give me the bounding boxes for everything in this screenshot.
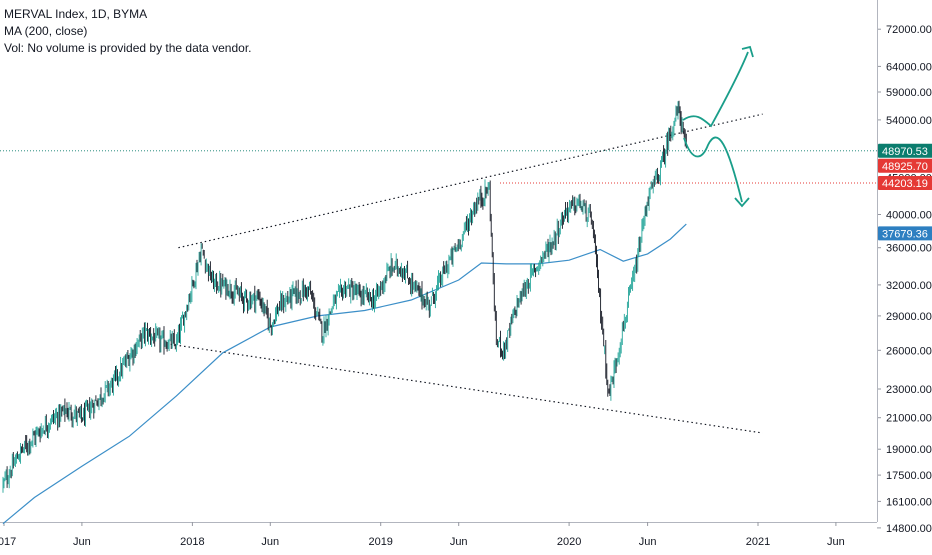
x-tick-label-2: 2018	[180, 536, 204, 548]
x-tick-label-3: Jun	[261, 536, 279, 548]
x-tick-label-1: Jun	[73, 536, 91, 548]
y-tick-label-0: 72000.00	[886, 24, 932, 36]
price-label-ma-bg	[878, 226, 932, 241]
y-tick-label-11: 23000.00	[886, 384, 932, 396]
y-tick-label-6: 40000.00	[886, 210, 932, 222]
lower-trendline	[170, 343, 763, 434]
projection-down-arrowhead	[734, 197, 750, 208]
y-tick-label-13: 19000.00	[886, 444, 932, 456]
y-tick-label-15: 16100.00	[886, 496, 932, 508]
projection-down-path	[683, 136, 743, 203]
legend-title: MERVAL Index, 1D, BYMA	[4, 7, 148, 21]
legend-ma: MA (200, close)	[4, 24, 88, 38]
price-label-last: 48970.53	[882, 146, 928, 158]
x-tick-label-8: 2021	[746, 536, 770, 548]
y-tick-label-2: 59000.00	[886, 87, 932, 99]
y-tick-label-1: 64000.00	[886, 61, 932, 73]
ma-line	[2, 223, 687, 525]
x-tick-label-9: Jun	[827, 536, 845, 548]
x-tick-label-5: Jun	[450, 536, 468, 548]
projection-up-path	[682, 51, 749, 128]
price-label-last-bg	[878, 143, 932, 158]
upper-trendline	[178, 113, 763, 249]
y-tick-label-9: 29000.00	[886, 311, 932, 323]
price-label-red: 44203.19	[882, 178, 928, 190]
price-label-mid-bg	[878, 158, 932, 173]
price-label-mid: 48925.70	[882, 161, 928, 173]
price-label-red-bg	[878, 176, 932, 190]
y-tick-label-12: 21000.00	[886, 413, 932, 425]
x-tick-label-0: 2017	[0, 536, 16, 548]
chart-legend: MERVAL Index, 1D, BYMA MA (200, close) V…	[4, 6, 251, 57]
price-label-ma: 37679.36	[882, 228, 928, 240]
x-tick-label-4: 2019	[368, 536, 392, 548]
y-tick-label-8: 32000.00	[886, 280, 932, 292]
y-tick-label-7: 36000.00	[886, 243, 932, 255]
y-tick-label-10: 26000.00	[886, 345, 932, 357]
x-tick-label-7: Jun	[639, 536, 657, 548]
y-tick-label-14: 17500.00	[886, 470, 932, 482]
projection-up-arrowhead	[741, 45, 754, 58]
legend-vol: Vol: No volume is provided by the data v…	[4, 41, 252, 55]
x-tick-label-6: 2020	[557, 536, 581, 548]
y-tick-label-16: 14800.00	[886, 523, 932, 535]
y-tick-label-3: 54000.00	[886, 115, 932, 127]
